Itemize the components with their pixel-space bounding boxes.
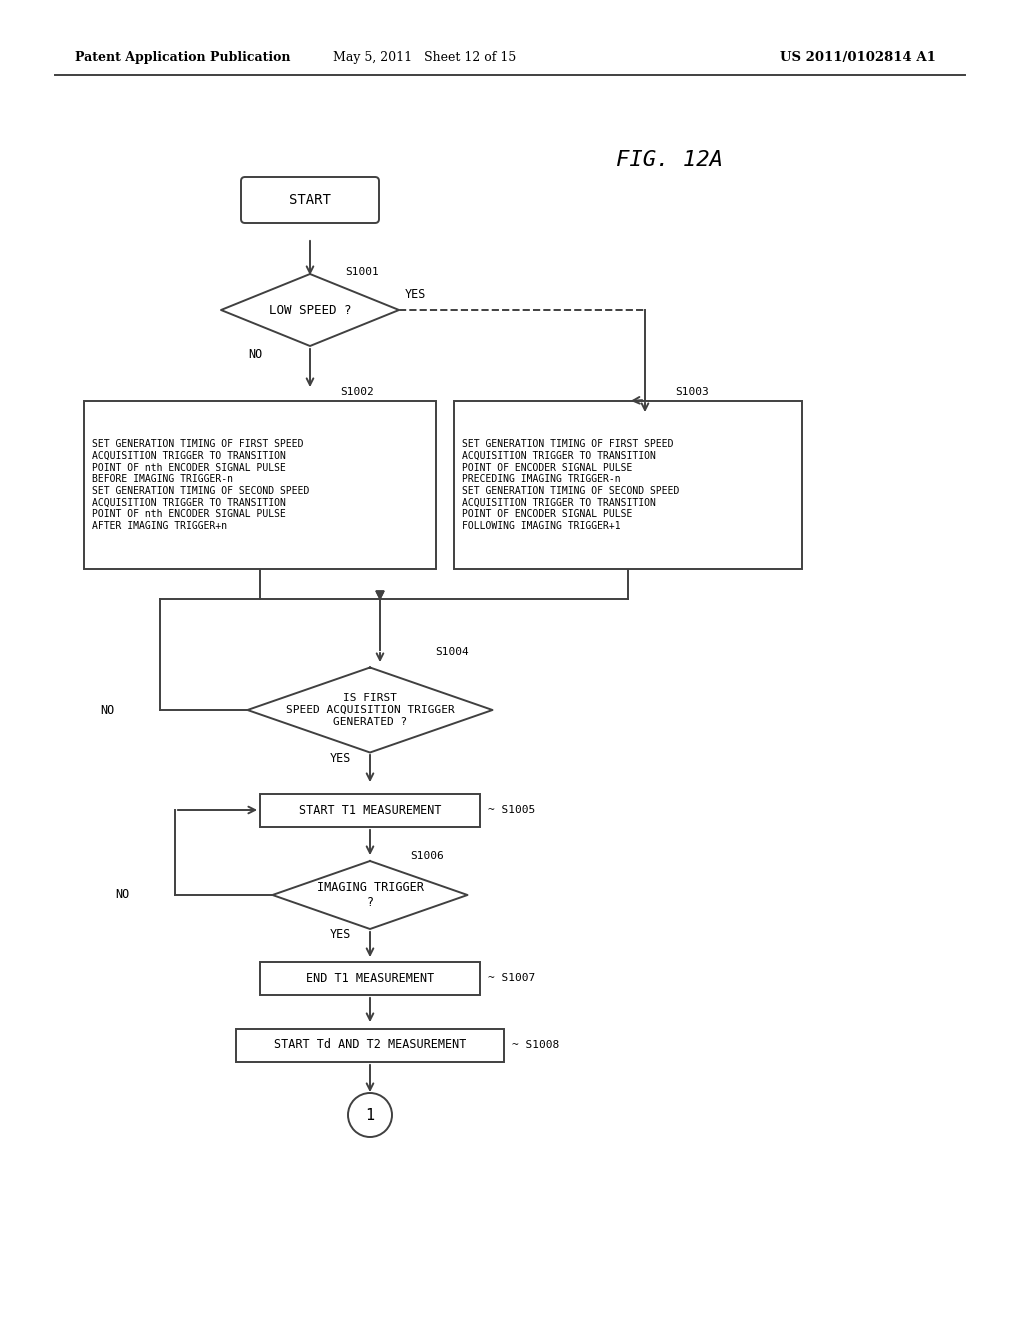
- Text: 1: 1: [366, 1107, 375, 1122]
- Text: LOW SPEED ?: LOW SPEED ?: [268, 304, 351, 317]
- Text: May 5, 2011   Sheet 12 of 15: May 5, 2011 Sheet 12 of 15: [334, 51, 517, 65]
- Text: YES: YES: [330, 928, 351, 940]
- Polygon shape: [221, 275, 399, 346]
- FancyBboxPatch shape: [241, 177, 379, 223]
- Text: S1002: S1002: [340, 387, 374, 397]
- Bar: [84, 401, 436, 569]
- Bar: [260, 961, 480, 994]
- Polygon shape: [376, 591, 384, 599]
- Text: YES: YES: [406, 289, 426, 301]
- Text: S1006: S1006: [410, 851, 443, 861]
- Bar: [236, 1028, 504, 1061]
- Text: NO: NO: [100, 704, 115, 717]
- Polygon shape: [376, 591, 384, 599]
- Text: START: START: [289, 193, 331, 207]
- Text: YES: YES: [330, 751, 351, 764]
- Text: S1004: S1004: [435, 647, 469, 657]
- Text: SET GENERATION TIMING OF FIRST SPEED
ACQUISITION TRIGGER TO TRANSITION
POINT OF : SET GENERATION TIMING OF FIRST SPEED ACQ…: [462, 440, 679, 531]
- Text: START T1 MEASUREMENT: START T1 MEASUREMENT: [299, 804, 441, 817]
- Text: NO: NO: [115, 888, 129, 902]
- Bar: [260, 793, 480, 826]
- Text: ~ S1007: ~ S1007: [488, 973, 536, 983]
- Text: IMAGING TRIGGER
?: IMAGING TRIGGER ?: [316, 880, 424, 909]
- Circle shape: [348, 1093, 392, 1137]
- Text: ~ S1008: ~ S1008: [512, 1040, 559, 1049]
- Polygon shape: [272, 861, 468, 929]
- Text: START Td AND T2 MEASUREMENT: START Td AND T2 MEASUREMENT: [273, 1039, 466, 1052]
- Text: SET GENERATION TIMING OF FIRST SPEED
ACQUISITION TRIGGER TO TRANSITION
POINT OF : SET GENERATION TIMING OF FIRST SPEED ACQ…: [92, 440, 309, 531]
- Text: S1003: S1003: [675, 387, 709, 397]
- Text: S1001: S1001: [345, 267, 379, 277]
- Text: END T1 MEASUREMENT: END T1 MEASUREMENT: [306, 972, 434, 985]
- Text: IS FIRST
SPEED ACQUISITION TRIGGER
GENERATED ?: IS FIRST SPEED ACQUISITION TRIGGER GENER…: [286, 693, 455, 726]
- Bar: [454, 401, 802, 569]
- Text: ~ S1005: ~ S1005: [488, 805, 536, 814]
- Text: NO: NO: [248, 348, 262, 362]
- Text: FIG. 12A: FIG. 12A: [616, 150, 724, 170]
- Polygon shape: [248, 668, 493, 752]
- Text: Patent Application Publication: Patent Application Publication: [75, 51, 291, 65]
- Text: US 2011/0102814 A1: US 2011/0102814 A1: [780, 51, 936, 65]
